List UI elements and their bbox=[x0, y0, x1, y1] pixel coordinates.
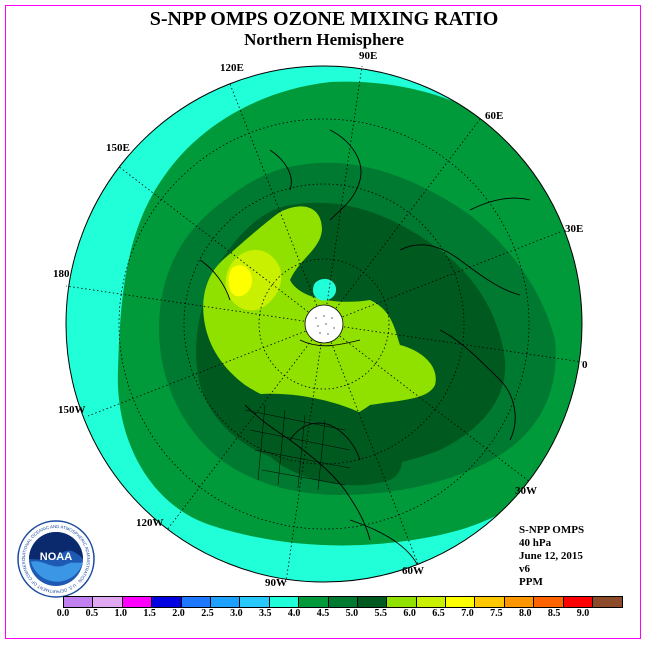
color-scale-tick: 8.5 bbox=[547, 608, 561, 619]
color-scale-tick: 3.5 bbox=[258, 608, 272, 619]
color-swatch-7 bbox=[269, 597, 300, 607]
color-swatch-6 bbox=[240, 597, 270, 607]
color-scale-tick: 2.5 bbox=[201, 608, 214, 619]
lon-label-60e: 60E bbox=[485, 110, 504, 122]
ozone-low-patch bbox=[312, 278, 337, 301]
color-scale-tick: 8.0 bbox=[518, 608, 532, 619]
map-boundary bbox=[65, 65, 583, 583]
lon-label-60w: 60W bbox=[402, 565, 424, 577]
color-scale-tick: 0.5 bbox=[85, 608, 99, 619]
coastlines bbox=[199, 129, 531, 571]
lon-label-120e: 120E bbox=[220, 62, 244, 74]
color-scale-tick: 2.0 bbox=[172, 608, 185, 619]
state-boundaries bbox=[244, 404, 351, 491]
color-scale-ticks: 0.0 0.5 1.0 1.5 2.0 2.5 3.0 3.5 4.0 4.5 5.0 5.5 6.0 6… bbox=[57, 608, 590, 622]
product-info: S-NPP OMPS 40 hPa June 12, 2015 v6 PPM bbox=[519, 524, 584, 589]
color-swatch-8 bbox=[299, 597, 329, 607]
color-scale-tick: 3.0 bbox=[230, 608, 243, 619]
color-swatch-15 bbox=[504, 597, 535, 607]
figure-frame bbox=[5, 5, 641, 639]
map-subtitle: Northern Hemisphere bbox=[244, 30, 404, 49]
lon-label-30w: 30W bbox=[515, 485, 537, 497]
lon-label-150w: 150W bbox=[58, 404, 86, 416]
lon-label-90e: 90E bbox=[359, 50, 378, 62]
color-swatch-0 bbox=[64, 597, 94, 607]
map-title: S-NPP OMPS OZONE MIXING RATIO bbox=[149, 8, 499, 30]
color-scale-tick: 7.5 bbox=[490, 608, 503, 619]
color-swatch-3 bbox=[152, 597, 182, 607]
color-scale-tick: 6.5 bbox=[432, 608, 445, 619]
color-scale-tick: 0.0 bbox=[56, 608, 70, 619]
color-swatch-16 bbox=[534, 597, 564, 607]
color-scale-tick: 5.0 bbox=[345, 608, 359, 619]
info-instrument: S-NPP OMPS bbox=[519, 524, 585, 536]
color-scale-tick: 4.5 bbox=[316, 608, 330, 619]
info-units: PPM bbox=[519, 576, 543, 588]
lon-label-180: 180 bbox=[53, 268, 70, 280]
color-scale-tick: 6.0 bbox=[403, 608, 416, 619]
info-version: v6 bbox=[519, 563, 530, 575]
lon-label-0: 0 bbox=[582, 359, 588, 371]
logo-text: NOAA bbox=[40, 551, 72, 563]
color-swatch-11 bbox=[387, 597, 417, 607]
color-scale-tick: 4.0 bbox=[287, 608, 301, 619]
color-scale-tick: 1.5 bbox=[143, 608, 156, 619]
color-scale-tick: 1.0 bbox=[114, 608, 128, 619]
color-swatch-12 bbox=[416, 597, 447, 607]
color-swatch-10 bbox=[357, 597, 388, 607]
pole-no-data bbox=[304, 304, 344, 344]
graticule bbox=[65, 65, 583, 583]
pole-dots bbox=[315, 315, 335, 335]
color-scale-tick: 5.5 bbox=[374, 608, 388, 619]
noaa-logo: NOAA NATIONAL OCEANIC AND ATMOSPHERIC AD… bbox=[17, 520, 95, 598]
color-swatch-1 bbox=[93, 597, 123, 607]
info-date: June 12, 2015 bbox=[519, 550, 583, 562]
color-scale-tick: 7.0 bbox=[461, 608, 474, 619]
color-swatch-13 bbox=[446, 597, 476, 607]
color-swatch-2 bbox=[122, 597, 153, 607]
lon-label-150e: 150E bbox=[106, 142, 130, 154]
ozone-band-6.5-7.0 bbox=[228, 265, 253, 297]
color-swatch-9 bbox=[328, 597, 358, 607]
lon-label-30e: 30E bbox=[565, 223, 584, 235]
info-level: 40 hPa bbox=[519, 537, 552, 549]
color-swatch-17 bbox=[563, 597, 594, 607]
lon-label-120w: 120W bbox=[136, 517, 164, 529]
color-scale-tick: 9.0 bbox=[576, 608, 590, 619]
color-swatch-4 bbox=[181, 597, 211, 607]
color-scale bbox=[63, 596, 624, 608]
color-swatch-5 bbox=[210, 597, 241, 607]
color-swatch-18 bbox=[593, 597, 623, 607]
color-swatch-14 bbox=[475, 597, 505, 607]
ozone-band-5.0-5.5-americas bbox=[247, 393, 402, 486]
lon-label-90w: 90W bbox=[265, 577, 287, 589]
